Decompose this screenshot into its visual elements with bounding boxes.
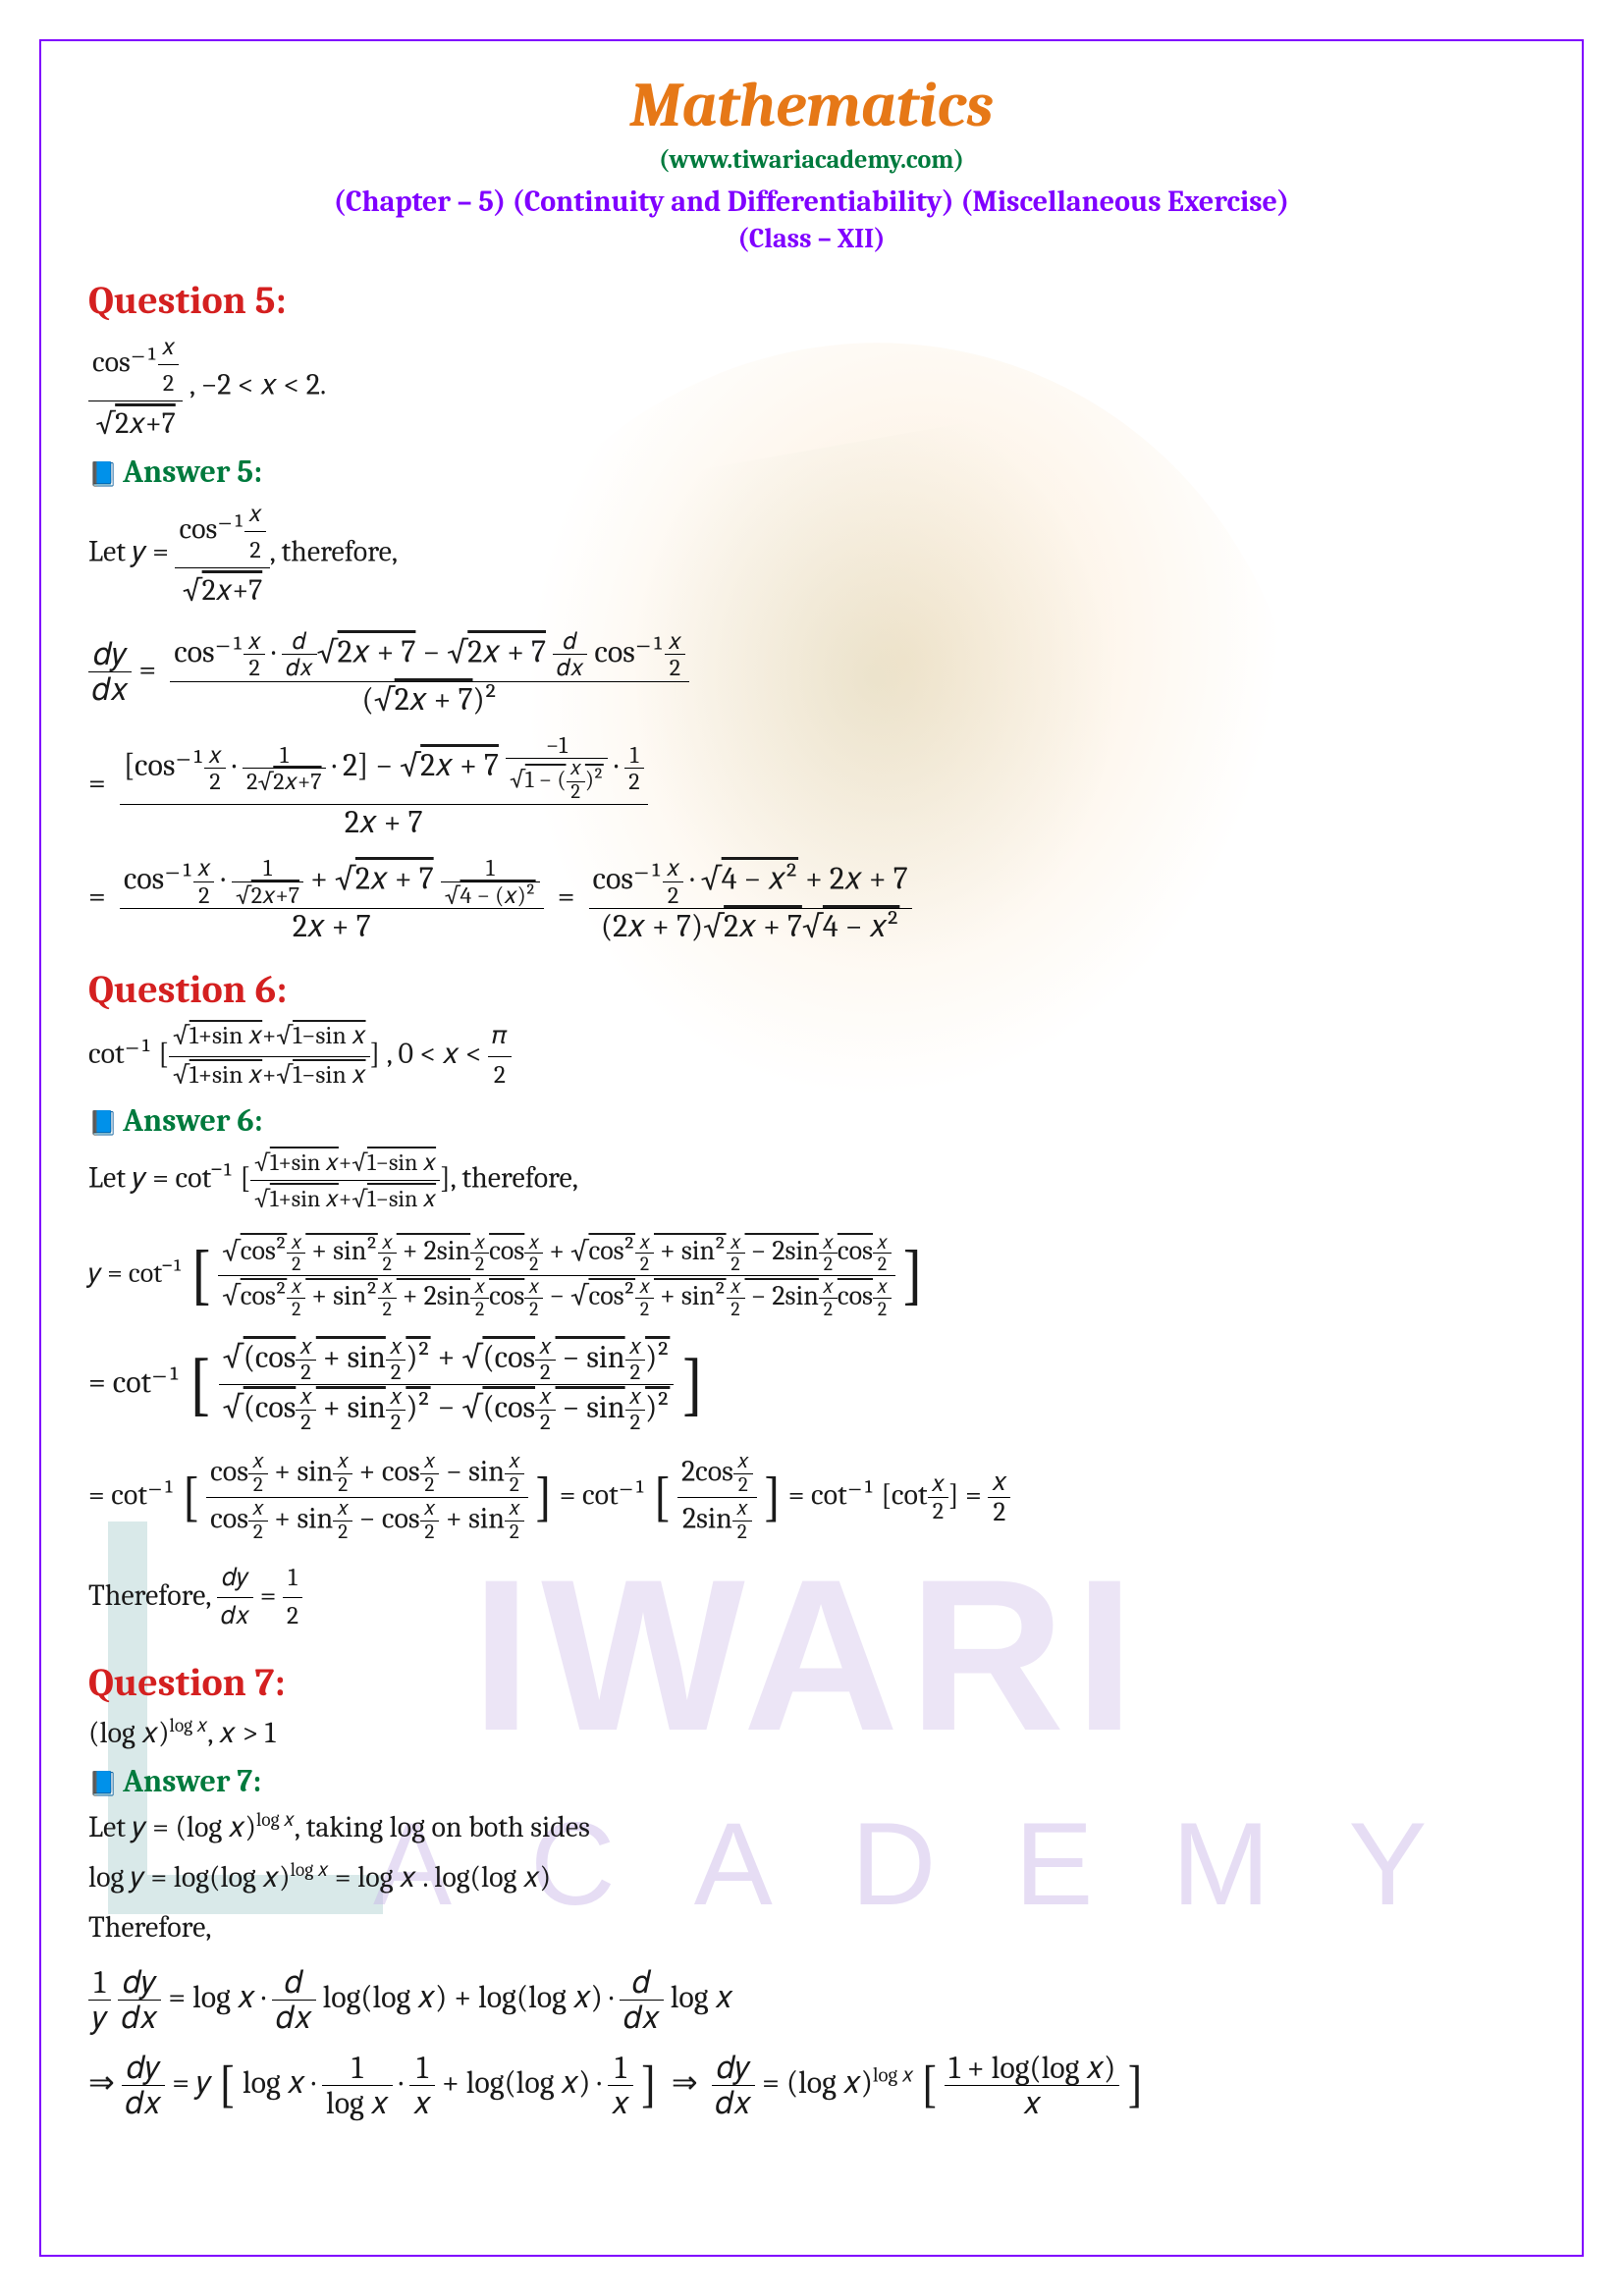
q7-line2: log 𝑦 = log(log 𝑥)log 𝑥 = log 𝑥 . log(lo… xyxy=(88,1855,1535,1899)
q5-step3: = cos⁻¹𝑥2 · 1√2𝑥+7 + √2𝑥 + 7 1√4 − (𝑥)² … xyxy=(88,855,1535,943)
q6-problem: cot⁻¹ [√1+sin 𝑥+√1−sin 𝑥√1+sin 𝑥+√1−sin … xyxy=(88,1018,1535,1095)
q6-let: Let 𝑦 = cot⁻¹ [√1+sin 𝑥+√1−sin 𝑥√1+sin 𝑥… xyxy=(88,1145,1535,1216)
q7-line1: Let 𝑦 = (log 𝑥)log 𝑥, taking log on both… xyxy=(88,1805,1535,1849)
answer-6-heading: Answer 6: xyxy=(88,1102,1535,1139)
q5-problem: cos⁻¹𝑥2√2𝑥+7 , −2 < 𝑥 < 2. xyxy=(88,329,1535,446)
page-subtitle: (www.tiwariacademy.com) xyxy=(88,145,1535,175)
page-title: Mathematics xyxy=(88,69,1535,141)
q5-let: Let 𝑦 = cos⁻¹𝑥2√2𝑥+7, therefore, xyxy=(88,496,1535,613)
q7-step1: 1𝑦 𝑑𝑦𝑑𝑥 = log 𝑥 · 𝑑𝑑𝑥 log(log 𝑥) + log(l… xyxy=(88,1965,1535,2035)
q7-line3: Therefore, xyxy=(88,1905,1535,1949)
q6-step3: = cot⁻¹ [ cos𝑥2 + sin𝑥2 + cos𝑥2 − sin𝑥2 … xyxy=(88,1451,1535,1544)
page-content: Mathematics (www.tiwariacademy.com) (Cha… xyxy=(0,0,1623,2175)
q6-result: Therefore, 𝑑𝑦𝑑𝑥 = 12 xyxy=(88,1560,1535,1636)
question-5-heading: Question 5: xyxy=(88,278,1535,323)
q6-step2: = cot⁻¹ [ √(cos𝑥2 + sin𝑥2)² + √(cos𝑥2 − … xyxy=(88,1335,1535,1435)
question-7-heading: Question 7: xyxy=(88,1660,1535,1705)
class-line: (Class – XII) xyxy=(88,223,1535,254)
q7-problem: (log 𝑥)log 𝑥, 𝑥 > 1 xyxy=(88,1711,1535,1755)
answer-7-heading: Answer 7: xyxy=(88,1763,1535,1799)
answer-5-heading: Answer 5: xyxy=(88,454,1535,490)
q5-step2: = [cos⁻¹𝑥2 · 12√2𝑥+7 · 2] − √2𝑥 + 7 −1√1… xyxy=(88,732,1535,839)
q5-step1: 𝑑𝑦𝑑𝑥 = cos⁻¹𝑥2 · 𝑑𝑑𝑥√2𝑥 + 7 − √2𝑥 + 7 𝑑𝑑… xyxy=(88,628,1535,717)
question-6-heading: Question 6: xyxy=(88,967,1535,1012)
chapter-line: (Chapter – 5) (Continuity and Differenti… xyxy=(88,185,1535,219)
q7-step2: ⇒ 𝑑𝑦𝑑𝑥 = 𝑦 [ log 𝑥 · 1log 𝑥 · 1𝑥 + log(l… xyxy=(88,2051,1535,2120)
q6-step1: 𝑦 = cot⁻¹ [ √cos²𝑥2 + sin²𝑥2 + 2sin𝑥2cos… xyxy=(88,1232,1535,1319)
